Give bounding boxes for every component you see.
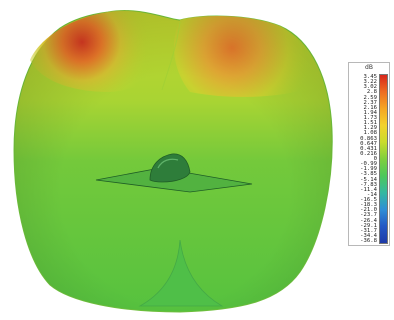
legend-tick-label: 1.94 [363,109,377,116]
legend-tick-label: -5.14 [360,176,377,183]
legend-tick-label: -7.83 [360,181,377,188]
legend-tick-label: -18.3 [360,202,377,209]
pattern-crease [161,21,181,91]
legend-tick-label: -36.8 [360,238,377,244]
legend-tick-label: 0.431 [360,145,377,152]
legend-tick-label: 3.02 [363,84,377,91]
color-scale-legend: dB 3.45 3.22 3.02 2.8 2.59 2.37 2.16 1.94 1.73 1.… [348,62,390,246]
pattern-null-cone [138,239,224,307]
legend-tick-label: 1.73 [363,115,377,121]
legend-tick-labels: 3.45 3.22 3.02 2.8 2.59 2.37 2.16 1.94 1.73 1.51 1… [351,74,377,244]
legend-tick-label: -3.85 [360,171,377,178]
legend-tick-label: 0.863 [360,135,377,142]
legend-unit-label: dB [365,64,373,71]
antenna-model[interactable] [95,153,253,193]
legend-tick-label: -23.7 [360,212,377,219]
antenna-highlight [157,158,179,169]
antenna-element [149,153,191,183]
legend-tick-label: -29.1 [360,222,377,229]
legend-tick-label: 1.08 [363,130,377,137]
legend-color-bar [379,74,388,244]
legend-tick-label: 0.647 [360,140,377,147]
legend-tick-label: -16.5 [360,197,377,203]
legend-tick-label: 1.51 [363,120,377,127]
legend-tick-label: -26.4 [360,217,377,224]
legend-tick-label: -21.0 [360,207,377,214]
legend-tick-label: -0.99 [360,161,377,168]
legend-tick-label: -34.4 [360,232,377,239]
legend-tick-label: 3.45 [363,74,377,80]
legend-tick-label: -11.4 [360,186,377,193]
legend-tick-label: -31.7 [360,227,377,234]
legend-tick-label: 0.216 [360,150,377,157]
legend-tick-label: 0 [373,156,377,162]
legend-tick-label: 1.29 [363,125,377,132]
legend-tick-label: 2.59 [363,94,377,101]
legend-tick-label: 2.16 [363,104,377,111]
legend-tick-label: -1.99 [360,166,377,173]
legend-tick-label: -14 [366,191,377,198]
legend-tick-label: 2.8 [366,89,377,96]
legend-tick-label: 2.37 [363,99,377,106]
legend-tick-label: 3.22 [363,79,377,86]
